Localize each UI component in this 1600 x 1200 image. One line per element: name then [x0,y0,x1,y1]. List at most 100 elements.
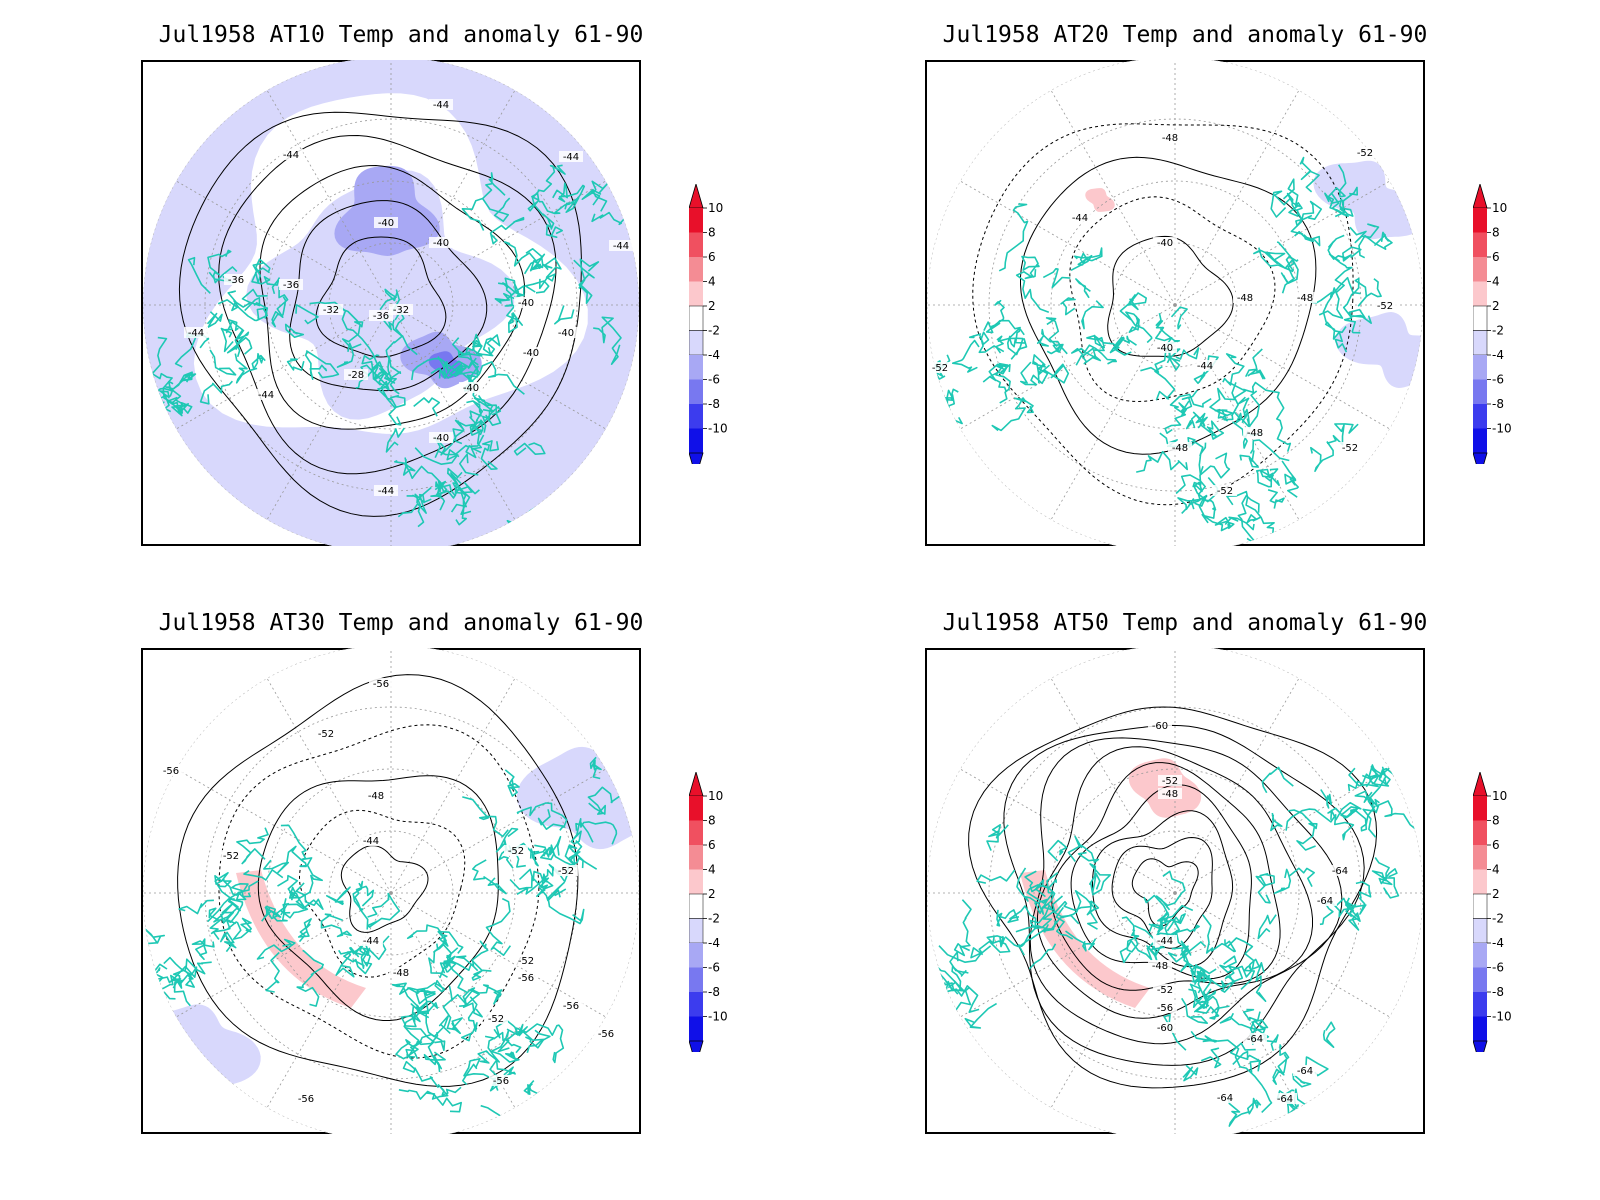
temperature-contour [257,775,499,1021]
meridian-line [1050,678,1176,894]
temperature-contour [289,200,488,392]
colorbar-label: -4 [1492,936,1504,950]
meridian-line [1174,892,1390,1018]
colorbar-segment [689,967,703,992]
colorbar-segment [1473,869,1487,894]
colorbar-label: 8 [1492,814,1500,828]
polar-map: -56 -52 -56 -48 -44 -52 -52 -52 -44 -48 -52 -56 -56 -… [141,648,641,1134]
temperature-contour [259,164,526,430]
colorbar-segment [689,404,703,429]
colorbar-segment [689,428,703,453]
colorbar-segment [1473,355,1487,380]
contour-label: -52 [508,846,524,857]
contour-label: -52 [1217,486,1233,497]
contour-label: -64 [1247,1034,1263,1045]
meridian-line [390,304,516,520]
colorbar-label: 2 [1492,887,1500,901]
anomaly-shading [1085,188,1115,212]
colorbar-label: 8 [708,814,716,828]
contour-label: -52 [488,1014,504,1025]
colorbar-arrow-bottom [689,452,704,464]
contour-label: -44 [378,486,394,497]
colorbar-segment [1473,943,1487,968]
contour-label: -48 [1152,961,1168,972]
contour-label: -48 [1237,293,1253,304]
meridian-line [176,892,392,1018]
anomaly-colorbar: 10 8 6 4 2 -2 -4 -6 -8 -10 [689,772,728,1052]
contour-label: -36 [228,275,244,286]
colorbar-segment [689,820,703,845]
meridian-line [1050,90,1176,306]
contour-label: -40 [523,348,539,359]
meridian-line [266,678,392,894]
contour-label: -32 [323,305,339,316]
colorbar-segment [689,208,703,233]
meridian-line [1174,180,1390,306]
contour-label: -56 [518,973,534,984]
colorbar-label: -8 [1492,397,1504,411]
colorbar-segment [689,379,703,404]
anomaly-colorbar: 10 8 6 4 2 -2 -4 -6 -8 -10 [1473,184,1512,464]
meridian-line [1050,304,1176,520]
anomaly-shading [334,165,440,256]
contour-label: -52 [932,363,948,374]
contour-label: -40 [1157,238,1173,249]
colorbar-arrow-top [1473,772,1488,797]
anomaly-colorbar: 10 8 6 4 2 -2 -4 -6 -8 -10 [1473,772,1512,1052]
contour-label: -40 [378,218,394,229]
meridian-line [390,892,516,1108]
temperature-contour [340,845,429,933]
contour-label: -52 [518,956,534,967]
colorbar-segment [689,232,703,257]
contour-label: -64 [1297,1066,1313,1077]
contour-label: -40 [518,298,534,309]
meridian-line [1050,892,1176,1108]
colorbar-label: -2 [708,912,720,926]
colorbar-label: 8 [1492,226,1500,240]
contour-label: -52 [558,866,574,877]
colorbar-label: 2 [708,299,716,313]
colorbar-segment [689,918,704,944]
colorbar-label: -4 [708,348,720,362]
colorbar-segment [1473,404,1487,429]
polar-map: -48 -52 -44 -40 -48 -48 -52 -44 -40 -52 -48 -48 -52 -… [925,60,1425,546]
anomaly-shading [1335,312,1423,388]
panel-title: Jul1958 AT50 Temp and anomaly 61-90 [942,610,1428,636]
contour-label: -56 [373,679,389,690]
panel-title: Jul1958 AT10 Temp and anomaly 61-90 [158,22,644,48]
temperature-contour [1029,737,1343,1045]
meridian-line [266,892,392,1108]
colorbar-segment [1473,967,1487,992]
colorbar-segment [1473,820,1487,845]
contour-label: -40 [558,328,574,339]
contour-label: -56 [563,1001,579,1012]
meridian-line [390,678,516,894]
colorbar-arrow-top [689,772,704,797]
colorbar-segment [1473,208,1487,233]
latitude-circle [1050,768,1300,1018]
meridian-line [1174,304,1390,430]
contour-label: -64 [1217,1093,1233,1104]
polar-map: -44 -44 -44 -44 -40 -40 -40 -40 -36 -36 -36 -32 -32 -… [141,60,641,546]
colorbar-label: 2 [1492,299,1500,313]
colorbar-segment [1473,428,1487,453]
contour-label: -56 [163,766,179,777]
colorbar-label: -10 [1492,1010,1512,1024]
anomaly-shading [236,870,366,1008]
contour-label: -60 [1157,1023,1173,1034]
temperature-contour [299,809,466,978]
map-panel-at10: Jul1958 AT10 Temp and anomaly 61-90 -44 -… [141,10,921,570]
contour-label: -52 [1357,148,1373,159]
contour-label: -28 [348,370,364,381]
colorbar-segment [1473,232,1487,257]
contour-label: -44 [363,836,379,847]
temperature-contour [1070,784,1252,980]
latitude-circle [266,768,516,1018]
meridian-line [390,892,606,1018]
colorbar-segment [689,943,703,968]
temperature-contour [1037,746,1313,1019]
temperature-contour [1111,836,1213,949]
colorbar-label: -8 [708,985,720,999]
colorbar-label: 10 [708,789,723,803]
colorbar-segment [689,281,703,306]
